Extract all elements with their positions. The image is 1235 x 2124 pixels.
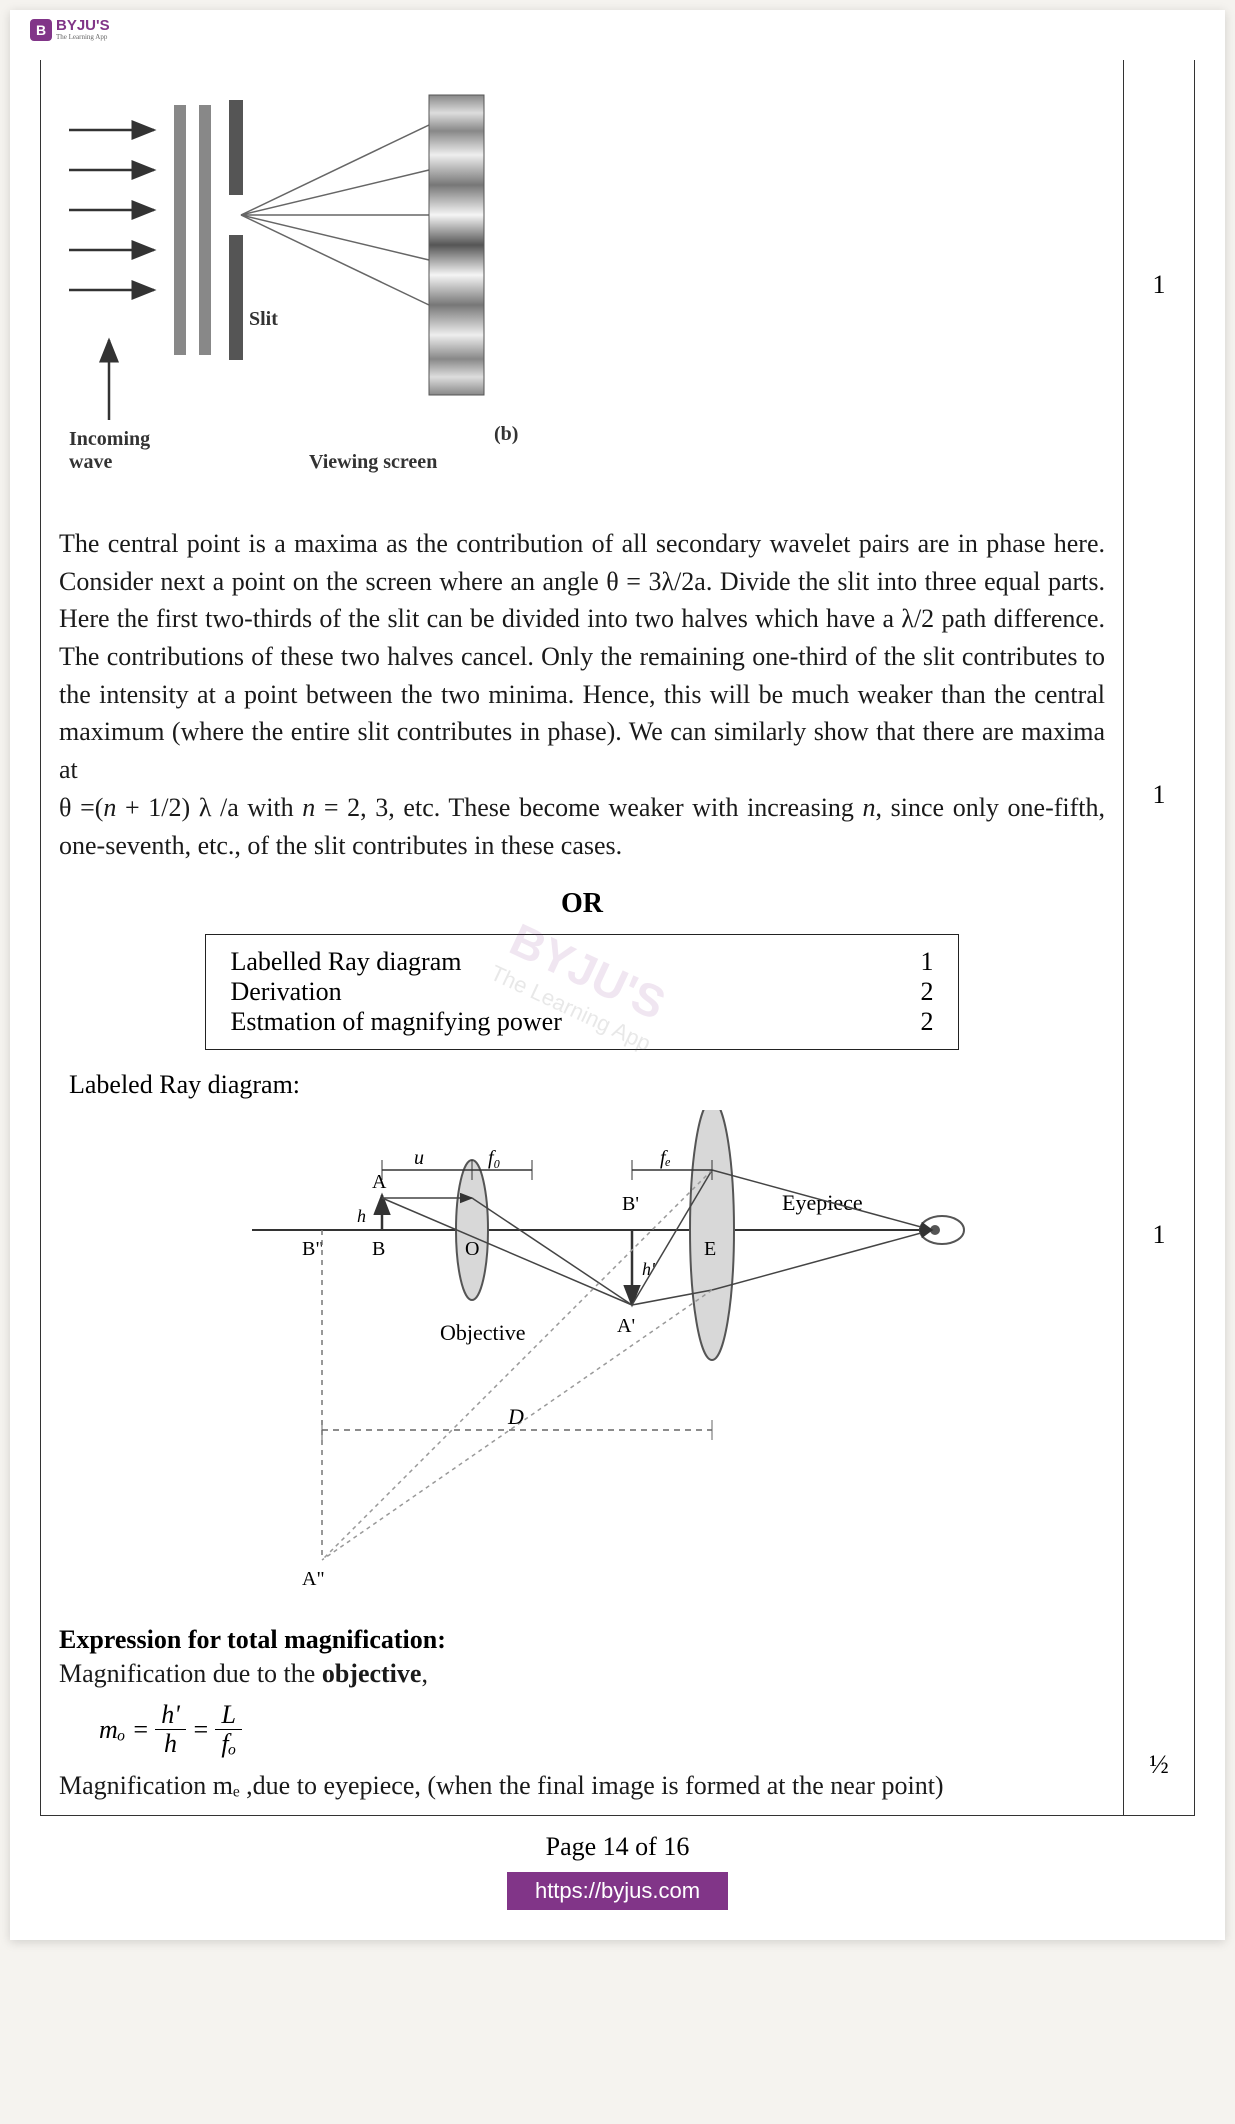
logo-tagline: The Learning App (56, 33, 110, 41)
rubric-row: Estmation of magnifying power 2 (230, 1007, 933, 1037)
page-container: B BYJU'S The Learning App (10, 10, 1225, 1940)
main-paragraph-tail: θ =(n + 1/2) λ /a with n = 2, 3, etc. Th… (59, 789, 1105, 864)
eyepiece-label: Eyepiece (782, 1190, 863, 1215)
rubric-label: Derivation (230, 977, 341, 1007)
rubric-row: Derivation 2 (230, 977, 933, 1007)
svg-text:D: D (507, 1404, 524, 1429)
ray-diagram-svg: Objective Eyepiece A h B B" B' (172, 1110, 992, 1610)
svg-text:wave: wave (69, 451, 112, 473)
ray-diagram: Objective Eyepiece A h B B" B' (59, 1110, 1105, 1615)
svg-text:B: B (372, 1238, 385, 1260)
logo-icon: B (30, 19, 52, 41)
svg-text:E: E (704, 1238, 716, 1260)
content-frame: Incoming wave Slit (40, 60, 1195, 1816)
or-separator: OR (59, 888, 1105, 920)
mark-value: 1 (1153, 1220, 1166, 1250)
marks-column: 1 1 1 ½ (1124, 60, 1194, 1815)
main-column: Incoming wave Slit (41, 60, 1124, 1815)
rubric-marks: 2 (921, 1007, 934, 1037)
diffraction-diagram: Incoming wave Slit (59, 80, 1105, 505)
rubric-label: Estmation of magnifying power (230, 1007, 561, 1037)
ray-diagram-heading: Labeled Ray diagram: (69, 1070, 1105, 1100)
objective-label: Objective (440, 1320, 526, 1345)
logo-text-wrap: BYJU'S The Learning App (56, 18, 110, 41)
svg-text:A': A' (617, 1315, 635, 1337)
fig-b-label: (b) (494, 423, 518, 445)
svg-text:fₑ: fₑ (660, 1147, 671, 1169)
incoming-label: Incoming (69, 428, 150, 450)
svg-text:u: u (414, 1147, 424, 1169)
screen-label: Viewing screen (309, 451, 437, 473)
logo-brand: BYJU'S (56, 18, 110, 33)
mag-eyepiece-line: Magnification mₑ ,due to eyepiece, (when… (59, 1767, 1105, 1805)
page-number: Page 14 of 16 (40, 1832, 1195, 1862)
rubric-box: BYJU'S The Learning App Labelled Ray dia… (205, 934, 958, 1050)
svg-text:f₀: f₀ (488, 1147, 501, 1169)
rubric-marks: 1 (921, 947, 934, 977)
mark-value: 1 (1153, 270, 1166, 300)
svg-text:A": A" (302, 1568, 325, 1590)
rubric-marks: 2 (921, 977, 934, 1007)
svg-text:A: A (372, 1171, 387, 1193)
rubric-label: Labelled Ray diagram (230, 947, 461, 977)
svg-text:h: h (357, 1206, 366, 1226)
slit-label: Slit (249, 308, 278, 330)
rubric-row: Labelled Ray diagram 1 (230, 947, 933, 977)
mark-value: ½ (1149, 1750, 1169, 1780)
mag-objective-line: Magnification due to the objective, (59, 1655, 1105, 1693)
svg-text:B": B" (302, 1238, 324, 1260)
expression-heading: Expression for total magnification: (59, 1625, 1105, 1655)
page-footer: Page 14 of 16 https://byjus.com (40, 1816, 1195, 1940)
brand-logo: B BYJU'S The Learning App (30, 18, 110, 41)
svg-text:B': B' (622, 1193, 639, 1215)
svg-text:O: O (465, 1238, 479, 1260)
main-paragraph: The central point is a maxima as the con… (59, 525, 1105, 789)
url-badge: https://byjus.com (507, 1872, 728, 1910)
mo-formula: mₒ = h'h = Lfₒ (99, 1701, 1105, 1759)
diffraction-svg: Incoming wave Slit (59, 80, 539, 500)
mark-value: 1 (1153, 780, 1166, 810)
